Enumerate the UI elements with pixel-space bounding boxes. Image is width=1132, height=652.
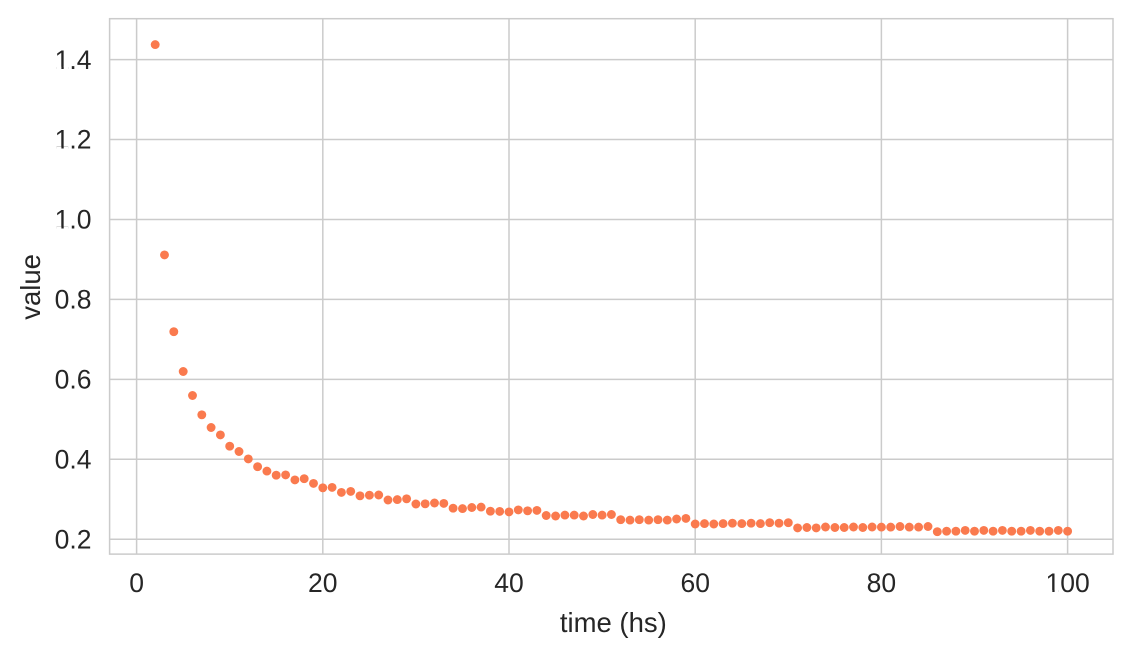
svg-text:20: 20 (308, 568, 337, 598)
svg-text:0.2: 0.2 (55, 525, 92, 555)
svg-text:1.4: 1.4 (55, 45, 92, 75)
svg-text:1.2: 1.2 (55, 125, 92, 155)
svg-text:60: 60 (680, 568, 709, 598)
svg-text:0.8: 0.8 (55, 285, 92, 315)
svg-text:0: 0 (129, 568, 144, 598)
svg-text:80: 80 (867, 568, 896, 598)
svg-text:0.4: 0.4 (55, 445, 92, 475)
svg-text:100: 100 (1045, 568, 1089, 598)
svg-text:time (hs): time (hs) (560, 607, 667, 638)
svg-text:0.6: 0.6 (55, 365, 92, 395)
svg-text:40: 40 (494, 568, 523, 598)
svg-text:1.0: 1.0 (55, 205, 92, 235)
svg-text:value: value (15, 254, 46, 320)
